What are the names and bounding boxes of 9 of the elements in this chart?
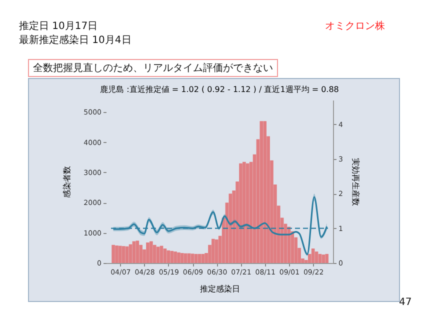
text: オミクロン株: [325, 20, 385, 33]
x-axis-title: 推定感染日: [200, 284, 240, 294]
chart-subtitle: 最新推定感染日 10月4日: [19, 34, 132, 47]
text: 鹿児島 :直近推定値 = 1.02 ( 0.92 - 1.12 ) / 直近1週平均 = 0.88: [100, 85, 339, 94]
text: 全数把握見直しのため、リアルタイム評価ができない: [28, 59, 278, 77]
text: 47: [399, 297, 412, 308]
chart-title: 推定日 10月17日: [19, 20, 98, 33]
y-axis-title: 感染者数: [62, 166, 72, 198]
y2-axis-title: 実効再生産数: [350, 158, 360, 206]
